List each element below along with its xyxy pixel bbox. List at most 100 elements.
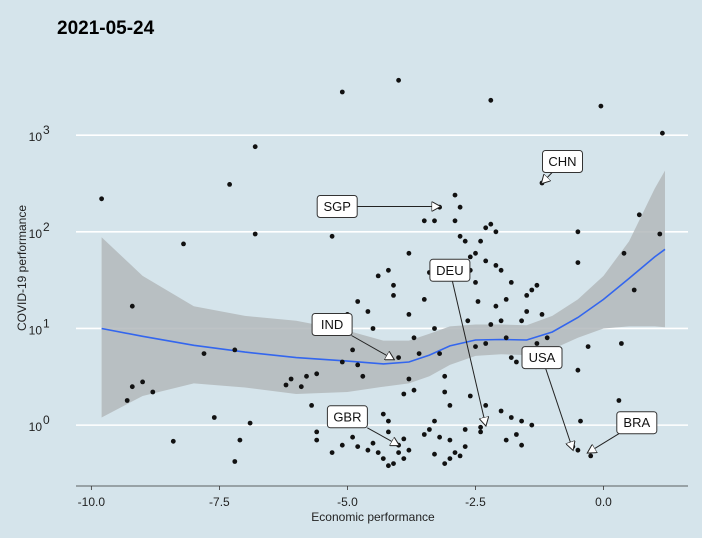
data-point	[232, 459, 238, 464]
data-point	[314, 371, 320, 377]
data-point	[473, 250, 478, 256]
callout-ind: IND	[311, 313, 394, 360]
callout-box	[326, 405, 368, 429]
data-point	[421, 297, 427, 302]
data-point	[631, 287, 637, 293]
data-point	[314, 437, 320, 443]
callout-label: IND	[321, 317, 343, 332]
data-point	[314, 429, 320, 435]
y-tick-label: 10	[29, 227, 43, 241]
y-tick-label: 10	[29, 323, 43, 337]
callout-arrow	[367, 427, 398, 445]
callout-arrow	[351, 335, 394, 360]
data-point	[503, 437, 509, 443]
x-tick-label: -10.0	[78, 495, 106, 509]
data-point	[514, 359, 519, 365]
data-point	[350, 347, 355, 353]
data-point	[355, 362, 361, 368]
data-point	[498, 267, 504, 273]
data-point	[498, 318, 504, 324]
callout-label: USA	[529, 350, 556, 365]
data-point	[406, 376, 412, 382]
data-point	[457, 204, 463, 210]
data-point	[365, 309, 371, 314]
data-point	[442, 389, 448, 395]
y-axis-title: COVID-19 performance	[15, 205, 29, 331]
callout-arrow	[542, 172, 553, 184]
data-point	[478, 429, 483, 435]
data-point	[544, 335, 550, 341]
x-tick-label: -5.0	[337, 495, 358, 509]
data-point	[465, 318, 471, 324]
data-point	[529, 287, 535, 293]
data-point	[99, 196, 104, 202]
data-point	[503, 335, 509, 341]
data-point	[309, 403, 314, 408]
data-point	[473, 280, 478, 285]
data-point	[391, 282, 396, 288]
data-point	[181, 241, 186, 247]
data-point	[232, 347, 238, 353]
data-point	[478, 424, 483, 430]
data-point	[493, 263, 499, 268]
data-point	[447, 403, 453, 408]
smooth-trend-line	[101, 248, 666, 365]
data-point	[483, 258, 489, 264]
data-point	[401, 391, 407, 397]
data-point	[534, 282, 540, 288]
data-point	[252, 144, 258, 150]
confidence-band-layer	[101, 170, 666, 418]
data-point	[488, 221, 494, 227]
callout-arrow	[451, 281, 485, 425]
data-point	[406, 250, 412, 256]
data-point	[396, 77, 401, 83]
y-tick-label: 10	[29, 420, 43, 434]
data-point	[585, 344, 591, 349]
data-point	[457, 233, 463, 239]
data-point	[304, 373, 309, 379]
data-point	[432, 218, 437, 224]
data-point	[339, 359, 345, 365]
callout-label: CHN	[548, 154, 576, 169]
data-point	[380, 456, 386, 461]
data-point	[288, 376, 294, 382]
data-point	[473, 344, 478, 349]
data-point	[493, 229, 499, 235]
data-point	[575, 367, 581, 373]
data-point	[539, 312, 545, 317]
callout-sgp: SGP	[316, 195, 439, 218]
scatter-points	[99, 77, 665, 469]
data-point	[329, 233, 335, 239]
callout-label: SGP	[323, 199, 350, 214]
x-axis-title: Economic performance	[311, 510, 435, 524]
callout-arrow	[545, 368, 573, 450]
callout-box	[311, 313, 353, 336]
data-point	[339, 89, 345, 95]
data-point	[442, 461, 448, 466]
data-point	[380, 411, 386, 417]
data-point	[401, 436, 407, 442]
callout-usa: USA	[521, 346, 573, 450]
callout-box	[429, 258, 471, 282]
data-point	[170, 438, 176, 444]
callout-label: GBR	[333, 409, 361, 424]
data-point	[421, 432, 427, 437]
data-point	[514, 432, 519, 437]
callout-label: BRA	[623, 415, 650, 430]
data-point	[578, 418, 583, 424]
data-point	[452, 450, 458, 455]
data-point	[124, 398, 130, 403]
data-point	[524, 293, 530, 298]
data-point	[396, 450, 401, 455]
data-point	[619, 341, 624, 346]
callout-box	[542, 150, 583, 173]
data-point	[406, 312, 412, 317]
data-point	[493, 303, 499, 309]
data-point	[475, 299, 481, 304]
data-point	[201, 351, 207, 356]
callout-arrow	[588, 433, 620, 453]
data-point	[421, 218, 427, 224]
data-point	[391, 461, 396, 466]
